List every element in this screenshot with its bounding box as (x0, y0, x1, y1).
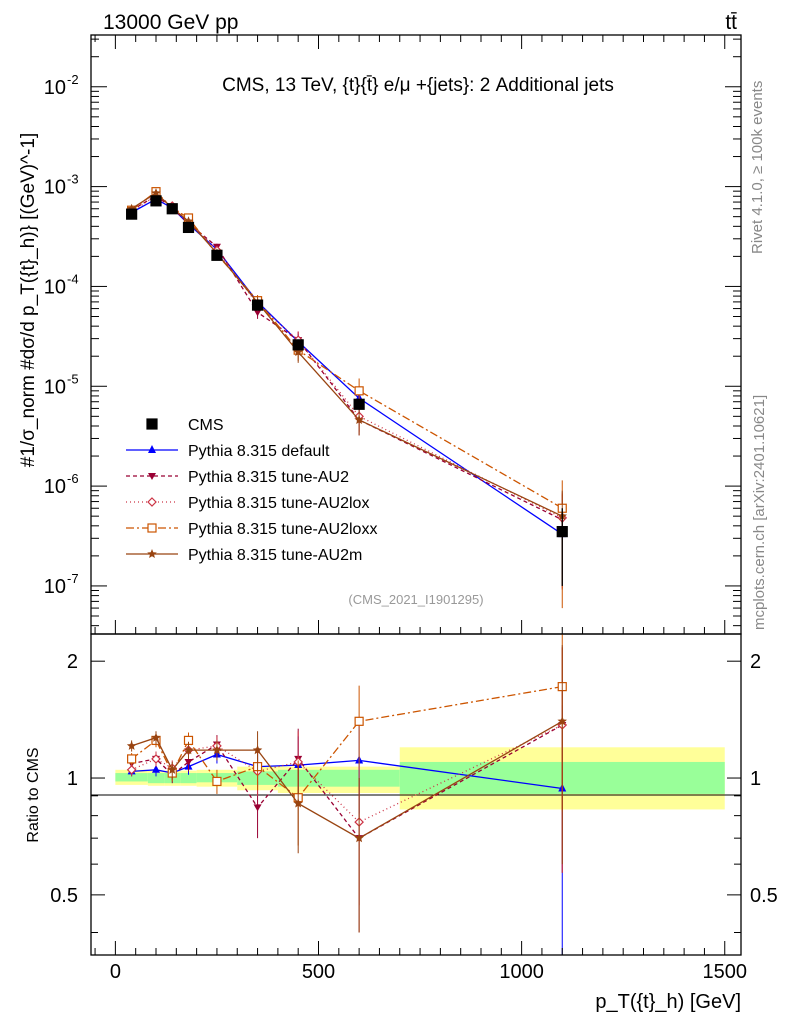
x-tick-label: 0 (110, 961, 121, 983)
ratio-series-point (151, 732, 161, 742)
mcplots-label: mcplots.cern.ch [arXiv:2401.10621] (751, 395, 768, 630)
x-axis-label: p_T({t}_h) [GeV] (595, 991, 741, 1013)
legend-marker (147, 497, 157, 507)
main-frame (90, 34, 742, 635)
band-stat (147, 773, 165, 784)
ratio-tick-label-left: 1 (67, 768, 78, 790)
main-axis-ticks: 10-710-610-510-410-310-2 (44, 35, 741, 634)
ratio-frame (90, 633, 742, 956)
data-point (166, 203, 178, 215)
y-tick-label: 10 (44, 276, 66, 298)
main-series-point (151, 188, 161, 198)
ratio-series-point (354, 716, 364, 726)
ratio-series-group (126, 634, 568, 955)
ratio-axis-ticks: 0 500 1000 1500 0.5 0.5 1 1 2 2 (50, 651, 778, 983)
data-point (251, 299, 264, 311)
ratio-uncertainty-bands (115, 747, 725, 810)
ratio-tick-label-left: 0.5 (50, 885, 78, 907)
analysis-tag: (CMS_2021_I1901295) (348, 592, 483, 607)
ratio-series-point (212, 776, 222, 787)
data-point (150, 195, 162, 207)
y-tick-label: 10 (44, 376, 66, 398)
ratio-series-point (183, 745, 194, 755)
x-tick-label: 1500 (703, 961, 748, 983)
y-tick-label-exponent: -3 (67, 172, 79, 187)
data-point (182, 221, 195, 234)
main-series-point (354, 414, 364, 424)
ratio-series-point (151, 754, 161, 764)
data-point (211, 249, 223, 261)
main-series-line (131, 192, 563, 517)
y-tick-label: 10 (44, 576, 66, 598)
y-tick-label-exponent: -6 (67, 471, 79, 486)
main-series-point (293, 347, 303, 357)
ratio-tick-label-right: 0.5 (750, 885, 778, 907)
ratio-series-point (152, 764, 160, 773)
band-stat (180, 773, 197, 784)
header-process-label: tt̄ (725, 11, 737, 34)
legend-label: Pythia 8.315 tune-AU2 (188, 469, 349, 486)
legend-marker (147, 523, 157, 533)
legend-label: Pythia 8.315 tune-AU2loxx (188, 521, 377, 538)
main-series-line (131, 190, 563, 509)
ratio-series-point (253, 804, 262, 812)
ratio-y-axis-label: Ratio to CMS (25, 747, 42, 842)
ratio-series-point (354, 833, 364, 843)
y-tick-label-exponent: -4 (67, 271, 79, 286)
y-tick-label: 10 (44, 177, 66, 199)
legend-marker (147, 549, 157, 558)
y-tick-label-exponent: -2 (67, 72, 79, 87)
legend-label: Pythia 8.315 default (188, 443, 330, 460)
ratio-tick-label-right: 2 (750, 651, 761, 673)
legend-marker (148, 445, 156, 453)
ratio-series-point (212, 745, 222, 755)
ratio-tick-label-left: 2 (67, 651, 78, 673)
x-tick-label: 500 (302, 961, 335, 983)
data-point (292, 339, 304, 351)
main-series-point (183, 216, 194, 226)
ratio-series-line (131, 724, 563, 823)
main-series-point (253, 309, 262, 317)
y-tick-label-exponent: -7 (67, 571, 79, 586)
y-axis-label: #1/σ_norm #dσ/d p_T({t}_h)} [(GeV)^-1] (18, 133, 39, 467)
ratio-series-point (126, 740, 137, 750)
ratio-series-point (167, 764, 177, 774)
header-energy-label: 13000 GeV pp (103, 11, 238, 34)
band-stat (115, 773, 148, 782)
x-tick-label: 1000 (499, 961, 544, 983)
y-tick-label: 10 (44, 476, 66, 498)
ratio-tick-label-right: 1 (750, 768, 761, 790)
legend-label: Pythia 8.315 tune-AU2m (188, 547, 362, 564)
rivet-version-label: Rivet 4.1.0, ≥ 100k events (749, 81, 766, 254)
ratio-series-point (127, 754, 137, 764)
legend-label: CMS (188, 417, 224, 434)
plot-title: CMS, 13 TeV, {t}{t̄} e/μ +{jets}: 2 Addi… (222, 75, 614, 96)
ratio-series-point (184, 758, 193, 766)
legend-marker (146, 418, 158, 430)
legend: CMS Pythia 8.315 default Pythia 8.315 tune… (126, 417, 377, 564)
ratio-panel: 0 500 1000 1500 0.5 0.5 1 1 2 2 Ratio to CMS p_T(… (25, 633, 778, 1013)
main-series-point (354, 386, 364, 396)
data-point (353, 398, 365, 410)
y-tick-label: 10 (44, 77, 66, 99)
legend-marker (148, 473, 156, 480)
ratio-series-point (126, 764, 137, 775)
data-point (556, 526, 568, 538)
ratio-series-point (293, 798, 303, 808)
legend-label: Pythia 8.315 tune-AU2lox (188, 495, 369, 512)
main-panel: 10-710-610-510-410-310-2 CMS, 13 TeV, {t… (18, 34, 742, 635)
main-series-group (126, 187, 568, 609)
y-tick-label-exponent: -5 (67, 371, 79, 386)
ratio-series-point (557, 716, 567, 726)
ratio-series-point (252, 745, 263, 755)
data-point (126, 208, 138, 220)
